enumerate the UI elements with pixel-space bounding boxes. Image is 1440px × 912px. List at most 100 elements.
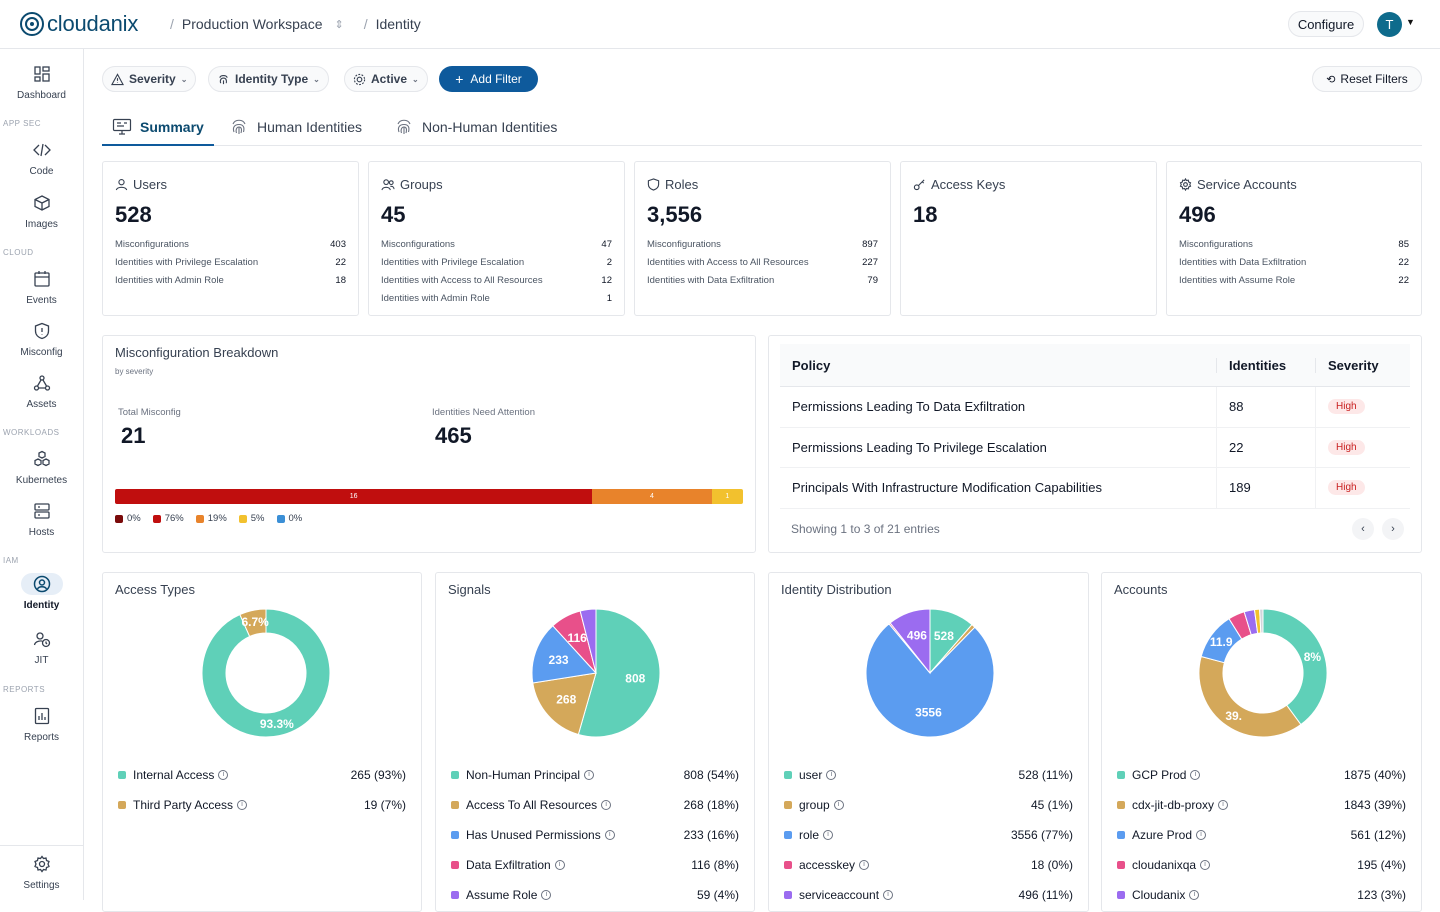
pie-slice[interactable] — [577, 608, 661, 738]
info-icon[interactable]: i — [1189, 890, 1200, 900]
reset-filters-button[interactable]: ⟲ Reset Filters — [1312, 66, 1422, 92]
legend-row[interactable]: user i 528 (11%) — [784, 760, 1073, 790]
legend-item[interactable]: 0% — [115, 513, 141, 524]
tab-non-human-identities[interactable]: Non-Human Identities — [394, 109, 557, 145]
legend-row[interactable]: accesskey i 18 (0%) — [784, 850, 1073, 880]
logo[interactable]: cloudanix — [19, 11, 138, 37]
tab-human-identities[interactable]: Human Identities — [229, 109, 362, 145]
users-card[interactable]: Users 528 Misconfigurations 403 Identitie… — [102, 161, 359, 316]
legend-row[interactable]: cdx-jit-db-proxy i 1843 (39%) — [1117, 790, 1406, 820]
add-filter-button[interactable]: + Add Filter — [439, 66, 538, 92]
info-icon[interactable]: i — [1196, 830, 1207, 840]
legend-row[interactable]: Has Unused Permissions i 233 (16%) — [451, 820, 739, 850]
service-accounts-card[interactable]: Service Accounts 496 Misconfigurations 85… — [1166, 161, 1422, 316]
severity-bar-segment[interactable]: 1 — [711, 489, 743, 504]
legend-row[interactable]: serviceaccount i 496 (11%) — [784, 880, 1073, 910]
legend-row[interactable]: Access To All Resources i 268 (18%) — [451, 790, 739, 820]
pie-slice[interactable] — [889, 608, 931, 675]
active-filter[interactable]: Active ⌄ — [344, 66, 428, 92]
tab-summary[interactable]: Summary — [102, 109, 214, 146]
info-icon[interactable]: i — [584, 770, 595, 780]
info-icon[interactable]: i — [833, 800, 844, 810]
next-page-button[interactable]: › — [1382, 518, 1404, 540]
legend-item[interactable]: 76% — [152, 513, 184, 524]
access-types-chart[interactable]: 93.3% 6.7% — [198, 605, 334, 741]
pie-slice[interactable] — [532, 672, 597, 736]
pie-slice[interactable] — [1198, 655, 1302, 738]
info-icon[interactable]: i — [541, 890, 552, 900]
table-row[interactable]: Principals With Infrastructure Modificat… — [780, 468, 1410, 509]
roles-card[interactable]: Roles 3,556 Misconfigurations 897 Identit… — [634, 161, 891, 316]
info-icon[interactable]: i — [826, 770, 837, 780]
signals-chart[interactable]: 808 268 233 116 — [528, 605, 664, 741]
legend-row[interactable]: Third Party Access i 19 (7%) — [118, 790, 406, 820]
info-icon[interactable]: i — [1200, 860, 1211, 870]
access-keys-card[interactable]: Access Keys 18 — [900, 161, 1157, 316]
column-header-policy[interactable]: Policy — [792, 357, 831, 373]
groups-card[interactable]: Groups 45 Misconfigurations 47 Identities… — [368, 161, 625, 316]
legend-row[interactable]: group i 45 (1%) — [784, 790, 1073, 820]
sidebar-item-misconfig[interactable]: Misconfig — [0, 320, 83, 358]
info-icon[interactable]: i — [1218, 800, 1229, 810]
sidebar-item-code[interactable]: Code — [0, 139, 83, 177]
info-icon[interactable]: i — [237, 800, 248, 810]
column-header-severity[interactable]: Severity — [1315, 357, 1410, 373]
legend-row[interactable]: cloudanixqa i 195 (4%) — [1117, 850, 1406, 880]
info-icon[interactable]: i — [883, 890, 894, 900]
legend-row[interactable]: Data Exfiltration i 116 (8%) — [451, 850, 739, 880]
info-icon[interactable]: i — [604, 830, 615, 840]
table-row[interactable]: Permissions Leading To Data Exfiltration… — [780, 387, 1410, 428]
legend-row[interactable]: Internal Access i 265 (93%) — [118, 760, 406, 790]
info-icon[interactable]: i — [554, 860, 565, 870]
sidebar-item-dashboard[interactable]: Dashboard — [0, 63, 83, 101]
legend-item[interactable]: 0% — [276, 513, 302, 524]
legend-row[interactable]: Assume Role i 59 (4%) — [451, 880, 739, 910]
info-icon[interactable]: i — [218, 770, 229, 780]
sidebar-item-hosts[interactable]: Hosts — [0, 500, 83, 538]
card-title-text: Access Keys — [931, 177, 1006, 192]
identity-type-filter[interactable]: Identity Type ⌄ — [208, 66, 329, 92]
legend-item[interactable]: 19% — [195, 513, 227, 524]
sidebar-item-reports[interactable]: Reports — [0, 705, 83, 743]
legend-row[interactable]: Azure Prod i 561 (12%) — [1117, 820, 1406, 850]
legend-row[interactable]: Non-Human Principal i 808 (54%) — [451, 760, 739, 790]
table-row[interactable]: Permissions Leading To Privilege Escalat… — [780, 427, 1410, 468]
pie-slice[interactable] — [1262, 608, 1328, 726]
workspace-switch-icon[interactable]: ⇕ — [334, 18, 344, 31]
sidebar-item-events[interactable]: Events — [0, 268, 83, 306]
row-value: 22 — [335, 256, 346, 268]
previous-page-button[interactable]: ‹ — [1352, 518, 1374, 540]
sidebar-item-kubernetes[interactable]: Kubernetes — [0, 448, 83, 486]
severity-filter[interactable]: Severity ⌄ — [102, 66, 197, 92]
info-icon[interactable]: i — [1190, 770, 1201, 780]
chevron-down-icon[interactable]: ▼ — [1406, 17, 1415, 27]
pie-slice[interactable] — [239, 608, 267, 638]
sidebar-item-settings[interactable]: Settings — [0, 853, 83, 891]
severity-bar-segment[interactable]: 16 — [115, 489, 593, 504]
sidebar-item-images[interactable]: Images — [0, 192, 83, 230]
legend-row[interactable]: Cloudanix i 123 (3%) — [1117, 880, 1406, 910]
column-header-identities[interactable]: Identities — [1216, 357, 1315, 373]
pie-slice[interactable] — [865, 623, 995, 738]
configure-button[interactable]: Configure — [1288, 11, 1364, 37]
severity-bar-segment[interactable]: 4 — [592, 489, 712, 504]
pie-slice[interactable] — [531, 625, 597, 684]
pie-slice[interactable] — [201, 608, 331, 738]
breadcrumb-workspace[interactable]: Production Workspace — [181, 16, 323, 32]
severity-bar[interactable]: 16 4 1 — [115, 489, 743, 504]
legend-item[interactable]: 5% — [238, 513, 265, 524]
sidebar-item-identity[interactable]: Identity — [0, 573, 83, 611]
pie-slice[interactable] — [579, 608, 597, 674]
breadcrumb-page[interactable]: Identity — [375, 16, 421, 32]
legend-row[interactable]: role i 3556 (77%) — [784, 820, 1073, 850]
sidebar-item-assets[interactable]: Assets — [0, 372, 83, 410]
info-icon[interactable]: i — [823, 830, 834, 840]
identity-distribution-chart[interactable]: 528 3556 496 — [862, 605, 998, 741]
accounts-chart[interactable]: 8% 39. 11.9 — [1195, 605, 1331, 741]
sidebar-item-jit[interactable]: JIT — [0, 628, 83, 666]
avatar[interactable]: T — [1377, 12, 1402, 37]
info-icon[interactable]: i — [601, 800, 612, 810]
info-icon[interactable]: i — [859, 860, 870, 870]
legend-row[interactable]: GCP Prod i 1875 (40%) — [1117, 760, 1406, 790]
pie-slice[interactable] — [1259, 608, 1264, 634]
